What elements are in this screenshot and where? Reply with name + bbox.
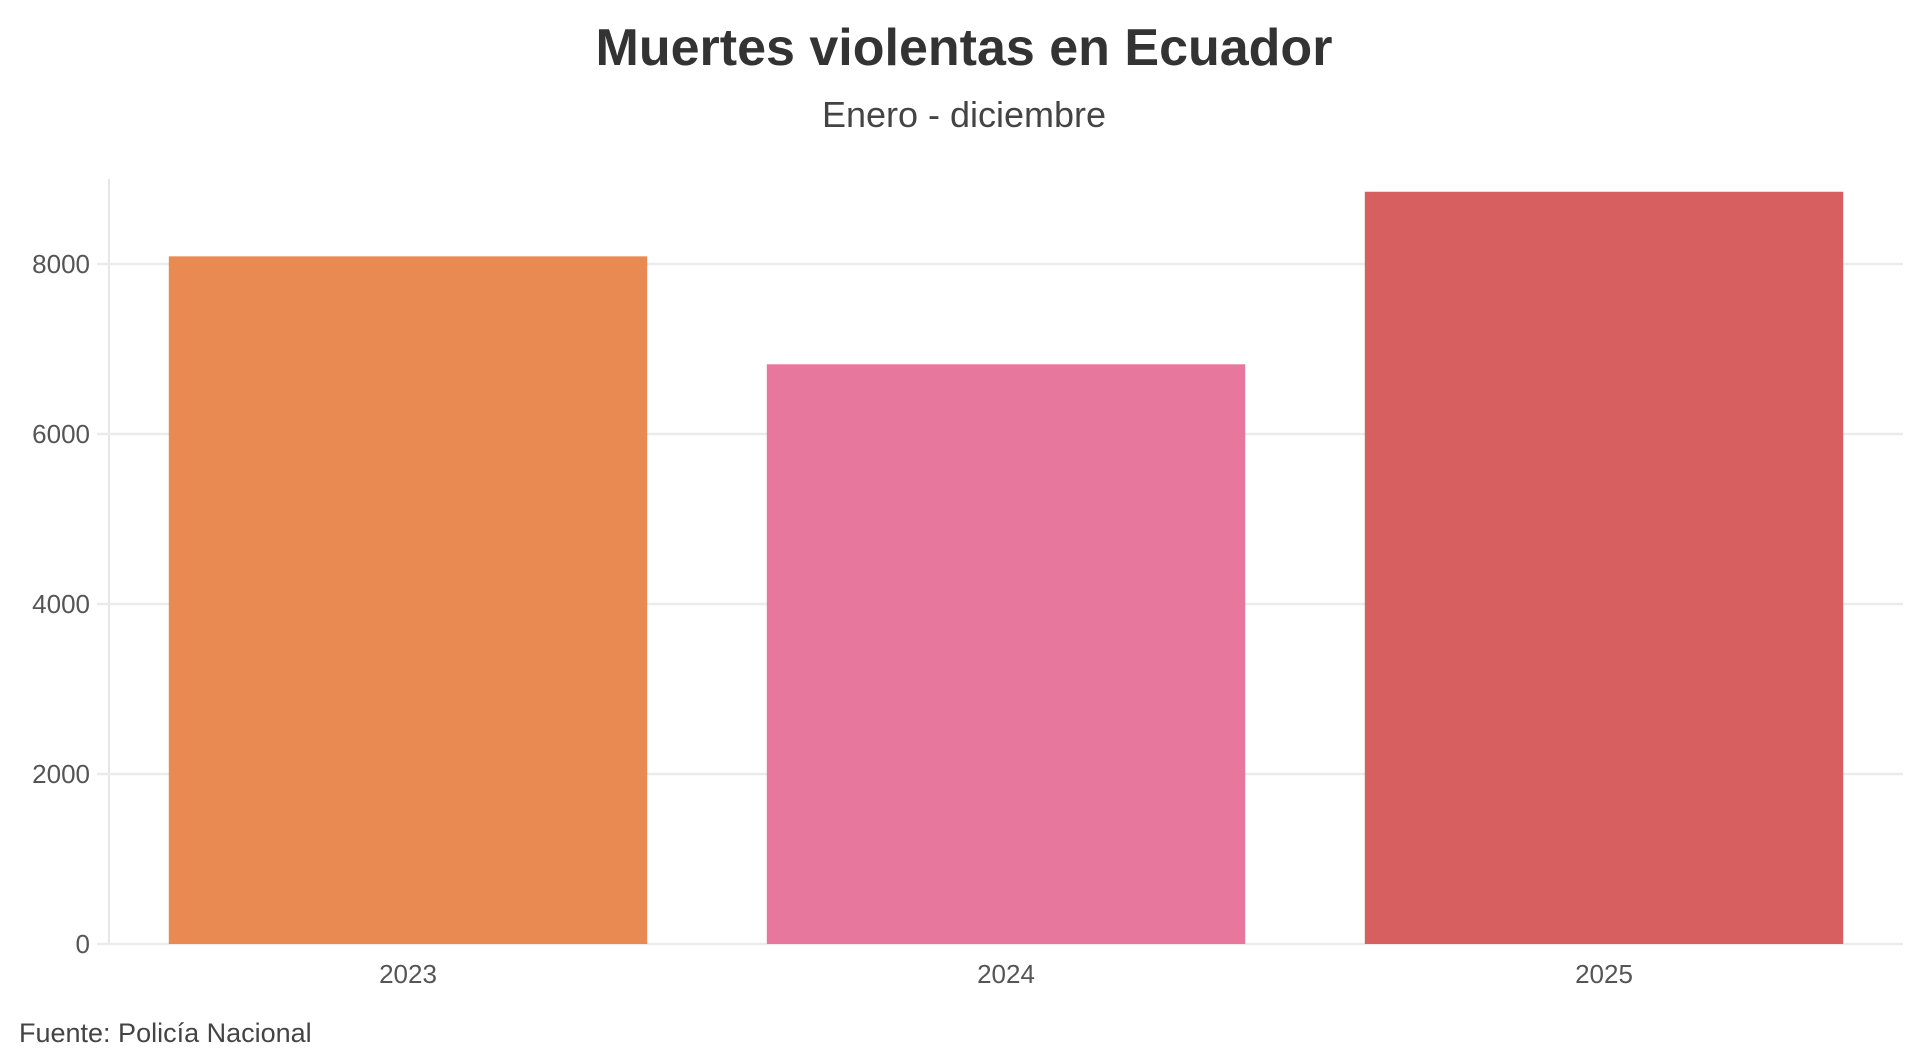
chart-subtitle: Enero - diciembre <box>821 94 1107 135</box>
x-tick-label: 2023 <box>379 959 437 989</box>
y-tick-label: 2000 <box>32 759 90 789</box>
chart-title: Muertes violentas en Ecuador <box>595 19 1333 77</box>
bar-2024 <box>766 364 1246 944</box>
y-tick-label: 8000 <box>32 249 90 279</box>
x-tick-label: 2025 <box>1575 959 1633 989</box>
y-tick-label: 4000 <box>32 589 90 619</box>
source-note: Fuente: Policía Nacional <box>19 1018 312 1048</box>
x-tick-label: 2024 <box>977 959 1035 989</box>
y-tick-label: 6000 <box>32 419 90 449</box>
bar-2023 <box>168 256 648 945</box>
bar-2025 <box>1364 191 1844 944</box>
y-tick-label: 0 <box>76 929 90 959</box>
